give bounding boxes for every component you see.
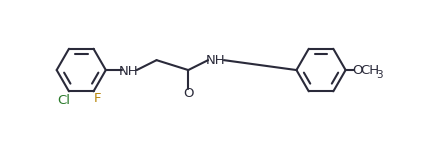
Text: O: O	[183, 87, 194, 100]
Text: Cl: Cl	[57, 94, 70, 107]
Text: NH: NH	[119, 65, 139, 78]
Text: CH: CH	[361, 64, 380, 77]
Text: NH: NH	[206, 54, 226, 67]
Text: 3: 3	[376, 70, 383, 80]
Text: O: O	[352, 64, 363, 77]
Text: F: F	[94, 92, 102, 105]
